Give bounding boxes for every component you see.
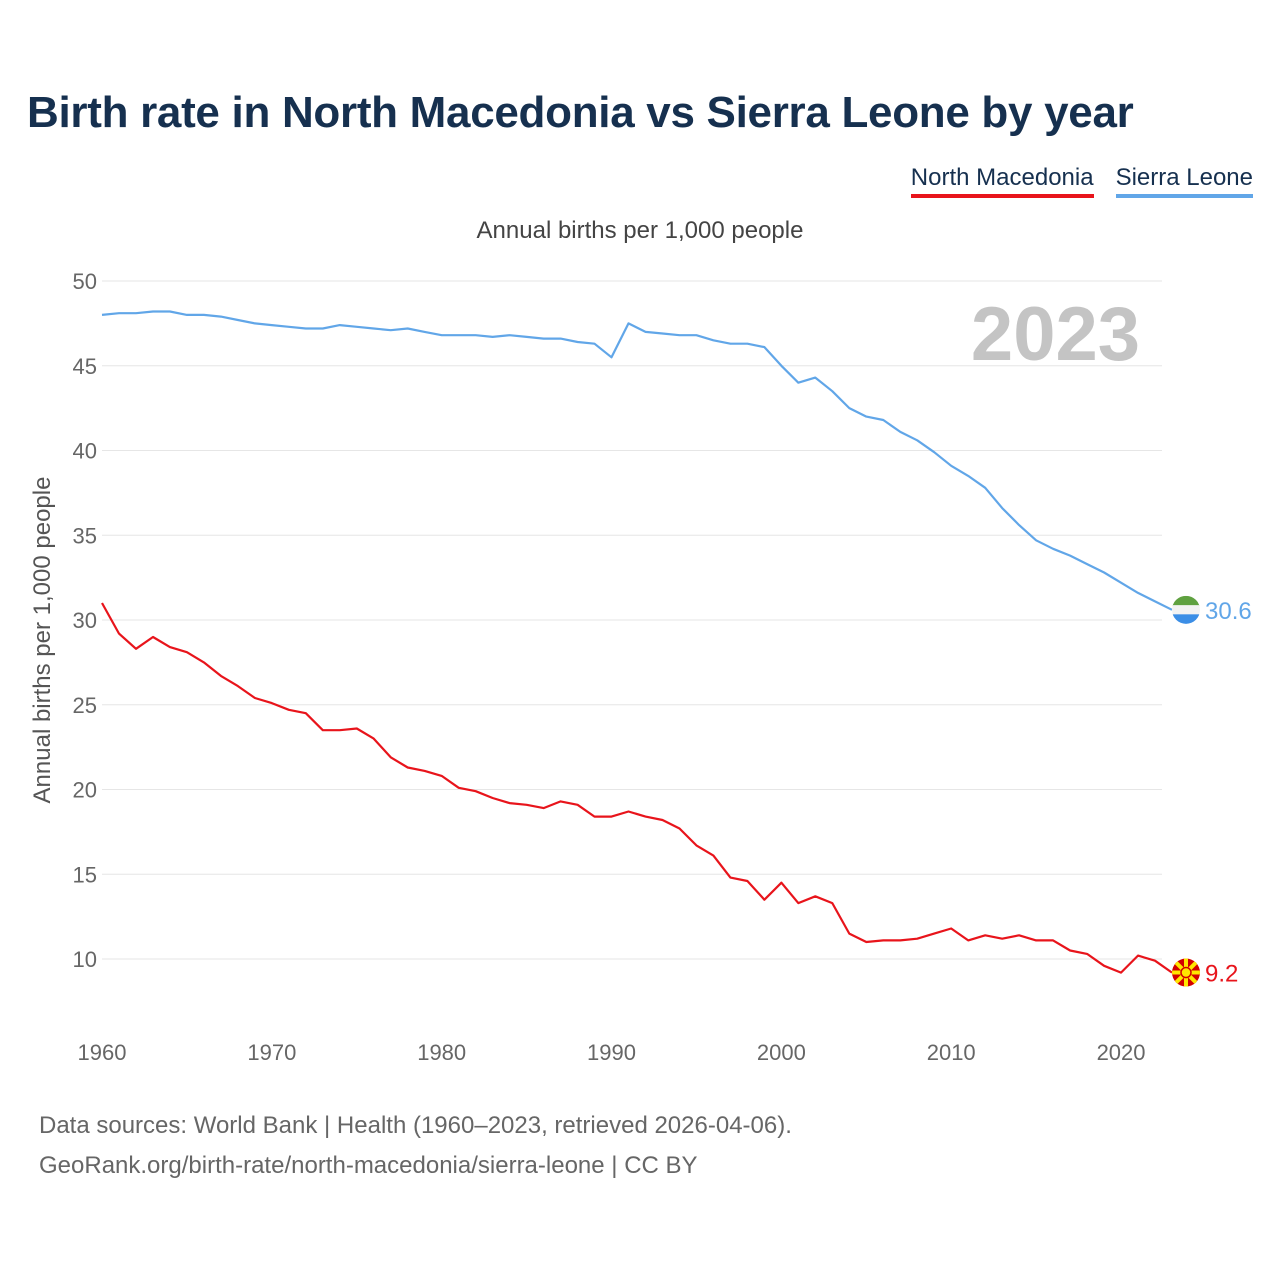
- y-axis-title: Annual births per 1,000 people: [29, 477, 56, 804]
- highlight-year: 2023: [971, 292, 1140, 377]
- x-tick-label-1980: 1980: [417, 1040, 466, 1065]
- series-lines: 9.2 30.6: [101, 310, 1252, 988]
- grid-lines: [102, 280, 1162, 960]
- data-source-text: Data sources: World Bank | Health (1960–…: [39, 1112, 792, 1139]
- y-tick-label-40: 40: [73, 439, 97, 464]
- x-tick-label-1960: 1960: [78, 1040, 127, 1065]
- source-url-text[interactable]: GeoRank.org/birth-rate/north-macedonia/s…: [39, 1152, 698, 1179]
- chart-subtitle: Annual births per 1,000 people: [476, 217, 804, 244]
- x-tick-label-1990: 1990: [587, 1040, 636, 1065]
- y-axis-ticks: 10 15 20 25 30 35 40 45 50: [73, 269, 97, 972]
- y-tick-label-30: 30: [73, 608, 97, 633]
- legend-item-sierra-leone[interactable]: Sierra Leone: [1115, 164, 1253, 198]
- y-tick-label-45: 45: [73, 354, 97, 379]
- y-tick-label-25: 25: [73, 693, 97, 718]
- legend-item-north-macedonia[interactable]: North Macedonia: [910, 164, 1094, 198]
- y-tick-label-50: 50: [73, 269, 97, 294]
- end-value-label-north-macedonia: 9.2: [1205, 961, 1238, 988]
- x-tick-label-2010: 2010: [927, 1040, 976, 1065]
- end-markers: [1172, 595, 1200, 987]
- x-tick-label-1970: 1970: [247, 1040, 296, 1065]
- y-tick-label-20: 20: [73, 778, 97, 803]
- x-tick-label-2020: 2020: [1097, 1040, 1146, 1065]
- x-axis-ticks: 1960 1970 1980 1990 2000 2010 2020: [78, 1040, 1146, 1065]
- series-line-north-macedonia[interactable]: [101, 602, 1173, 974]
- legend: North Macedonia Sierra Leone: [910, 164, 1253, 198]
- y-tick-label-35: 35: [73, 523, 97, 548]
- y-tick-label-15: 15: [73, 862, 97, 887]
- footer: Data sources: World Bank | Health (1960–…: [39, 1106, 792, 1186]
- page-title: Birth rate in North Macedonia vs Sierra …: [27, 88, 1134, 137]
- end-value-label-sierra-leone: 30.6: [1205, 598, 1252, 625]
- x-tick-label-2000: 2000: [757, 1040, 806, 1065]
- series-line-sierra-leone[interactable]: [101, 310, 1173, 611]
- north-macedonia-flag-icon: [1172, 958, 1200, 987]
- y-tick-label-10: 10: [73, 947, 97, 972]
- sierra-leone-flag-icon: [1172, 595, 1200, 624]
